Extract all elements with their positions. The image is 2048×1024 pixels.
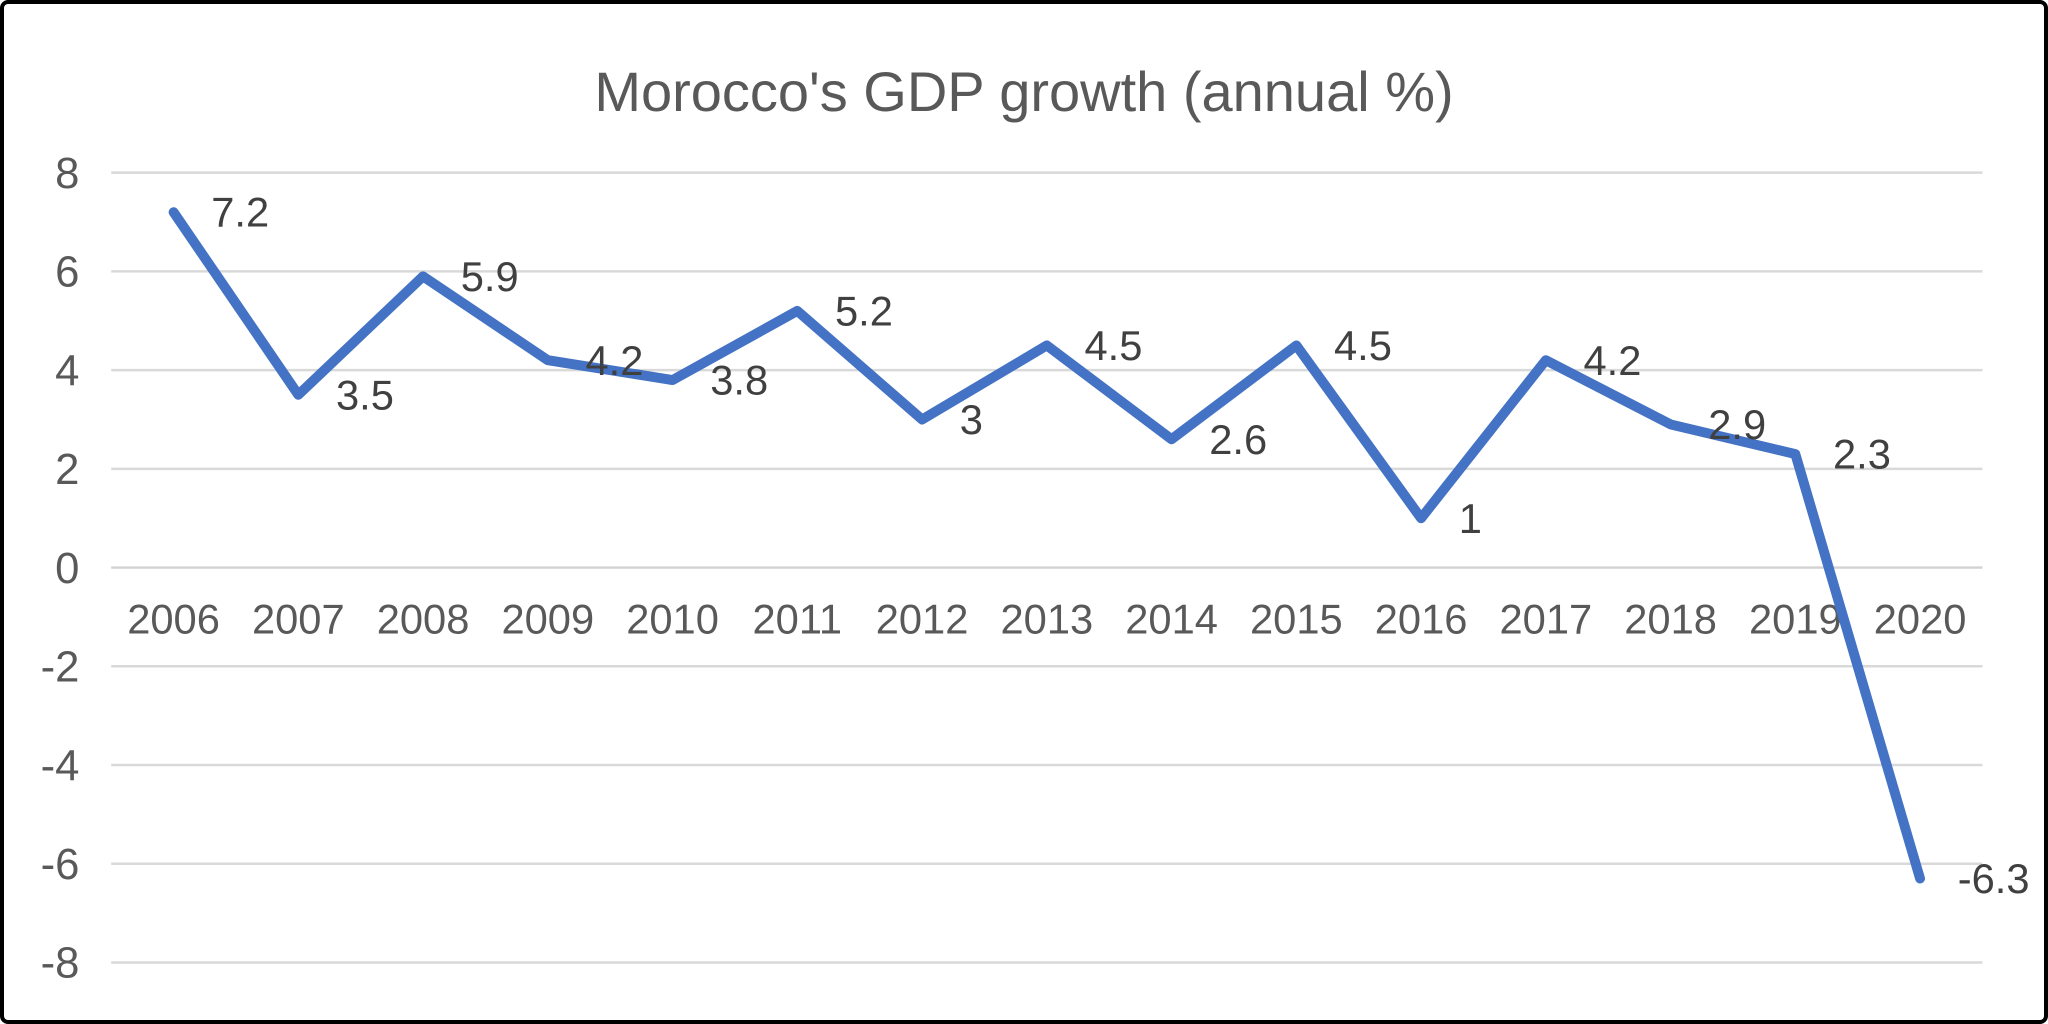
x-axis-year-label: 2012 <box>876 596 969 643</box>
x-axis-year-label: 2011 <box>753 596 843 643</box>
data-point-label: 3.8 <box>710 357 768 404</box>
data-point-label: -6.3 <box>1958 855 2030 902</box>
x-axis-year-label: 2020 <box>1874 596 1967 643</box>
data-point-label: 3 <box>960 396 983 443</box>
y-axis-tick-label: 4 <box>55 346 79 395</box>
x-axis-year-label: 2016 <box>1375 596 1468 643</box>
data-point-label: 5.9 <box>461 253 519 300</box>
x-axis-year-label: 2009 <box>501 596 594 643</box>
data-point-label: 7.2 <box>211 189 269 236</box>
x-axis-year-label: 2013 <box>1000 596 1093 643</box>
x-axis-year-label: 2007 <box>252 596 345 643</box>
x-axis-year-label: 2018 <box>1624 596 1717 643</box>
data-point-label: 4.5 <box>1334 322 1392 369</box>
data-point-label: 4.5 <box>1085 322 1143 369</box>
data-point-label: 4.2 <box>1584 337 1642 384</box>
data-point-label: 5.2 <box>835 287 893 334</box>
gdp-growth-series-line <box>168 207 1926 884</box>
y-axis-tick-label: 6 <box>55 248 79 297</box>
y-axis-tick-label: -8 <box>41 939 80 988</box>
data-point-label: 2.3 <box>1833 431 1891 478</box>
x-axis-year-label: 2015 <box>1250 596 1343 643</box>
x-axis-year-label: 2006 <box>127 596 220 643</box>
x-axis-year-label: 2014 <box>1125 596 1218 643</box>
data-point-label: 2.9 <box>1708 401 1766 448</box>
gdp-growth-line-chart: 8 6 4 2 0 -2 -4 -6 -8 2006 2007 2008 2009 2010 2011 201… <box>41 149 2030 988</box>
data-point-label: 4.2 <box>586 337 644 384</box>
y-axis-tick-label: 8 <box>55 149 79 198</box>
y-axis-tick-label: 2 <box>55 445 79 494</box>
y-axis-tick-label: 0 <box>55 544 79 593</box>
x-axis-year-label: 2017 <box>1499 596 1592 643</box>
x-axis-year-label: 2010 <box>626 596 719 643</box>
y-axis-tick-label: -6 <box>41 840 80 889</box>
data-point-label: 3.5 <box>336 371 394 418</box>
x-axis-year-label: 2019 <box>1749 596 1842 643</box>
y-axis-tick-label: -4 <box>41 741 80 790</box>
data-point-label: 2.6 <box>1209 416 1267 463</box>
data-point-label: 1 <box>1459 495 1482 542</box>
y-axis-tick-label: -2 <box>41 643 80 692</box>
x-axis-year-label: 2008 <box>377 596 470 643</box>
